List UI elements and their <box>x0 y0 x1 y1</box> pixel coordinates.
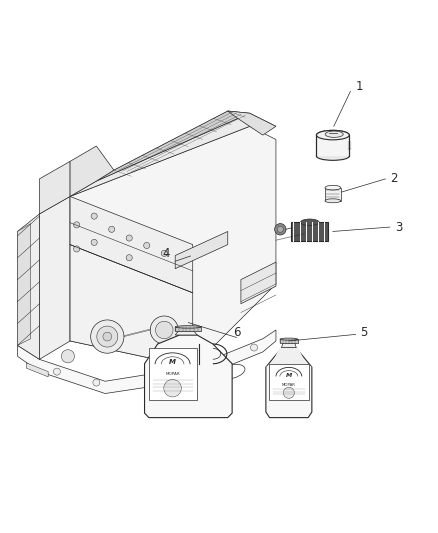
Circle shape <box>91 320 124 353</box>
Polygon shape <box>70 197 193 293</box>
Polygon shape <box>18 214 39 359</box>
Ellipse shape <box>316 131 350 140</box>
Polygon shape <box>26 363 48 377</box>
Circle shape <box>164 379 181 397</box>
Polygon shape <box>316 135 350 156</box>
FancyBboxPatch shape <box>280 339 297 343</box>
Circle shape <box>61 350 74 363</box>
Circle shape <box>283 387 294 398</box>
Polygon shape <box>70 113 276 197</box>
Text: 3: 3 <box>395 221 402 233</box>
Ellipse shape <box>325 131 343 138</box>
Polygon shape <box>241 262 276 304</box>
Polygon shape <box>325 188 341 201</box>
Text: M: M <box>169 359 176 366</box>
FancyBboxPatch shape <box>269 364 309 400</box>
Circle shape <box>275 223 286 235</box>
Circle shape <box>150 374 157 381</box>
Polygon shape <box>175 331 197 335</box>
Polygon shape <box>70 126 276 367</box>
Text: MOPAR: MOPAR <box>165 372 180 376</box>
Ellipse shape <box>316 152 350 160</box>
Ellipse shape <box>316 131 350 140</box>
Text: 2: 2 <box>390 172 398 185</box>
Circle shape <box>93 379 100 386</box>
Ellipse shape <box>280 338 297 340</box>
Circle shape <box>91 239 97 246</box>
Circle shape <box>126 235 132 241</box>
Circle shape <box>179 258 185 264</box>
Ellipse shape <box>325 185 341 190</box>
Circle shape <box>74 222 80 228</box>
Polygon shape <box>18 330 276 393</box>
Text: M: M <box>286 373 292 377</box>
Polygon shape <box>70 146 114 197</box>
Polygon shape <box>39 161 70 214</box>
FancyBboxPatch shape <box>149 348 197 400</box>
Circle shape <box>126 255 132 261</box>
Circle shape <box>277 226 283 232</box>
Circle shape <box>91 213 97 219</box>
Circle shape <box>155 321 173 339</box>
Polygon shape <box>145 335 232 418</box>
Polygon shape <box>70 245 193 367</box>
Polygon shape <box>175 231 228 269</box>
Circle shape <box>150 316 178 344</box>
Polygon shape <box>96 111 250 181</box>
Text: 5: 5 <box>360 326 367 338</box>
Polygon shape <box>266 348 312 418</box>
Circle shape <box>144 243 150 248</box>
Polygon shape <box>39 197 70 359</box>
Polygon shape <box>228 111 276 135</box>
Circle shape <box>103 332 112 341</box>
Circle shape <box>109 226 115 232</box>
Ellipse shape <box>175 326 201 328</box>
Text: MOPAR: MOPAR <box>282 383 296 387</box>
Text: 4: 4 <box>162 247 170 260</box>
Ellipse shape <box>325 199 341 203</box>
Circle shape <box>161 251 167 256</box>
FancyBboxPatch shape <box>175 327 201 331</box>
Polygon shape <box>291 222 328 241</box>
Circle shape <box>97 326 118 347</box>
Polygon shape <box>18 223 31 345</box>
Polygon shape <box>282 343 296 348</box>
Circle shape <box>53 368 60 375</box>
Text: 1: 1 <box>355 80 363 93</box>
Text: 6: 6 <box>233 326 240 338</box>
Circle shape <box>74 246 80 252</box>
Circle shape <box>215 360 223 367</box>
Ellipse shape <box>300 219 319 225</box>
Polygon shape <box>266 348 312 367</box>
Circle shape <box>251 344 258 351</box>
